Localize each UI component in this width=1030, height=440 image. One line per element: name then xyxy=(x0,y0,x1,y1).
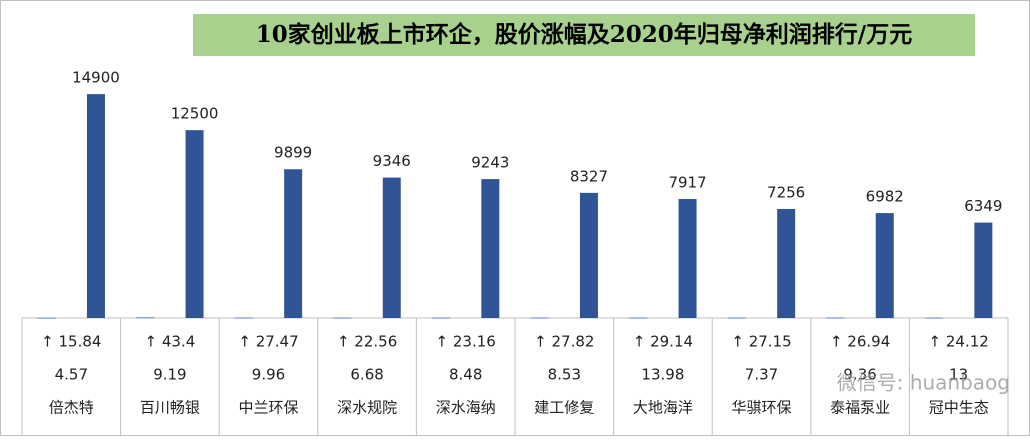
x-tick-label: 冠中生态 xyxy=(929,399,989,417)
bar xyxy=(234,317,253,319)
table-cell: 9.36 xyxy=(843,366,876,384)
x-tick-label: 大地海洋 xyxy=(633,399,693,417)
x-tick-label: 深水海纳 xyxy=(436,399,496,417)
bar xyxy=(382,177,401,318)
table-cell: ↑ 27.82 xyxy=(534,333,594,351)
x-tick-label: 倍杰特 xyxy=(49,399,94,417)
bar xyxy=(875,213,894,318)
bar xyxy=(333,317,352,319)
bar xyxy=(974,222,993,318)
table-cell: 6.68 xyxy=(350,366,383,384)
table-cell: ↑ 27.15 xyxy=(731,333,791,351)
bar xyxy=(530,317,549,319)
bar xyxy=(629,317,648,319)
bar xyxy=(727,317,746,319)
table-cell: 8.53 xyxy=(548,366,581,384)
bar xyxy=(432,317,451,319)
table-cell: ↑ 29.14 xyxy=(633,333,693,351)
bar xyxy=(284,169,303,318)
table-cell: ↑ 26.94 xyxy=(830,333,890,351)
table-cell: 13.98 xyxy=(641,366,684,384)
x-tick-label: 深水规院 xyxy=(337,399,397,417)
table-cell: ↑ 23.16 xyxy=(436,333,496,351)
x-tick-label: 建工修复 xyxy=(534,399,594,417)
data-label: 7256 xyxy=(767,183,805,201)
x-tick-label: 华骐环保 xyxy=(731,399,791,417)
watermark: 微信号: huanbaog xyxy=(837,371,1010,395)
bar xyxy=(185,130,204,318)
table-cell: ↑ 27.47 xyxy=(238,333,298,351)
bar xyxy=(481,179,500,318)
table-cell: 4.57 xyxy=(55,366,88,384)
table-cell: 9.96 xyxy=(252,366,285,384)
bar xyxy=(86,94,105,319)
table-cell: 7.37 xyxy=(745,366,778,384)
table-cell: 13 xyxy=(949,366,968,384)
bar xyxy=(925,317,944,319)
table-cell: 9.19 xyxy=(153,366,186,384)
bar xyxy=(37,317,56,319)
data-label: 9346 xyxy=(373,152,411,170)
bar xyxy=(579,192,598,318)
bar xyxy=(826,317,845,319)
x-tick-label: 百川畅银 xyxy=(140,399,200,417)
data-label: 7917 xyxy=(668,174,706,192)
table-cell: ↑ 22.56 xyxy=(337,333,397,351)
title-box xyxy=(193,14,975,56)
bar xyxy=(678,199,697,318)
table-cell: ↑ 15.84 xyxy=(41,333,101,351)
data-label: 6982 xyxy=(866,188,904,206)
bar xyxy=(136,317,155,319)
table-cell: ↑ 43.4 xyxy=(145,333,196,351)
x-tick-label: 中兰环保 xyxy=(238,399,298,417)
data-label: 12500 xyxy=(171,105,219,123)
table-cell: 8.48 xyxy=(449,366,482,384)
chart-title: 10家创业板上市环企，股价涨幅及2020年归母净利润排行/万元 xyxy=(256,21,912,48)
data-label: 14900 xyxy=(72,69,120,87)
bar xyxy=(777,208,796,318)
table-cell: ↑ 24.12 xyxy=(929,333,989,351)
data-label: 9899 xyxy=(274,144,312,162)
x-tick-label: 泰福泵业 xyxy=(830,399,890,417)
data-label: 8327 xyxy=(570,167,608,185)
data-label: 9243 xyxy=(471,154,509,172)
data-label: 6349 xyxy=(964,197,1002,215)
